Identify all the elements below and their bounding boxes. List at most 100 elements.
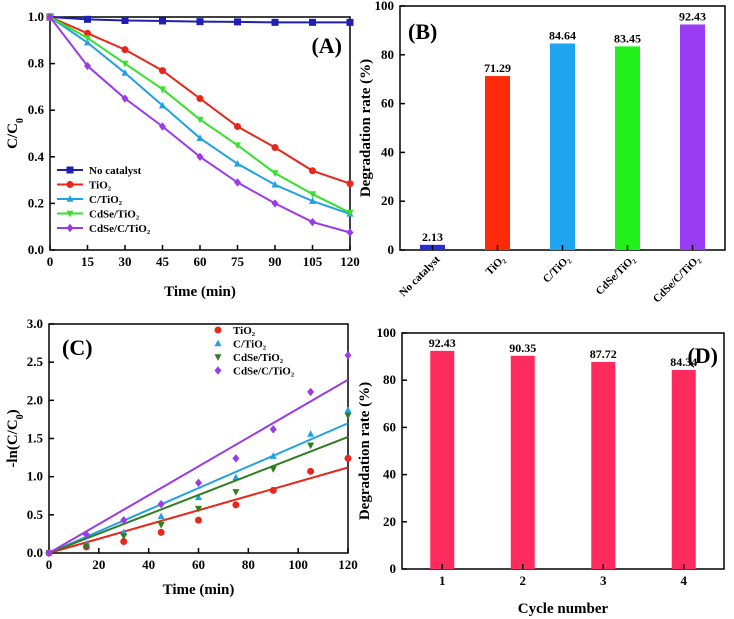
panel-a-xlabel: Time (min) [164,284,236,300]
panel-a-point [234,159,241,167]
panel-d-category-label: 4 [681,573,688,588]
panel-d-data-label: 84.34 [670,355,697,369]
panel-b-data-label: 84.64 [549,28,576,42]
panel-c-x-tick-label: 60 [192,557,205,572]
panel-a-point [346,18,354,26]
panel-c-legend-label: C/TiO₂ [233,339,267,351]
panel-c-y-tick-label: 1.5 [27,431,44,446]
panel-b-data-label: 83.45 [614,31,641,45]
panel-b-category-label: C/TiO₂ [541,253,573,285]
panel-a-legend-marker [66,210,74,218]
panel-a-point [84,35,91,42]
panel-b-category-label: CdSe/C/TiO₂ [651,253,703,305]
panel-c-point [82,543,90,550]
panel-d-bar [671,369,696,569]
panel-b-y-tick-label: 20 [381,193,394,208]
panel-d-bar [430,350,455,569]
panel-c-point [307,442,315,450]
panel-a-legend-label: C/TiO₂ [89,194,123,206]
panel-d-data-label: 90.35 [509,341,536,355]
panel-c-legend-label: CdSe/C/TiO₂ [233,366,295,378]
panel-a-legend-label: CdSe/TiO₂ [89,209,140,221]
panel-a-y-tick-label: 0.2 [28,195,44,210]
panel-a-ylabel: C/C0 [5,118,26,149]
panel-c-legend-marker [214,366,222,375]
panel-c-ylabel: -ln(C/C0) [5,409,26,467]
panel-a-point [234,142,241,149]
panel-b-bar [615,46,640,250]
panel-a-point [84,61,91,71]
panel-c-y-tick-label: 0.5 [27,507,44,522]
panel-c-point [269,466,277,473]
panel-b-y-tick-label: 80 [381,47,394,62]
panel-b-y-tick-label: 0 [388,242,395,257]
panel-c-point [307,467,315,475]
panel-b-ylabel: Degradation rate (%) [358,59,374,197]
panel-a-point [121,60,129,68]
panel-a-point [121,16,129,24]
panel-a-x-tick-label: 0 [47,254,54,269]
panel-d-category-label: 3 [600,573,607,588]
panel-c-legend-marker [214,354,222,361]
panel-d-label: (D) [687,343,718,368]
panel-a-point [234,123,241,131]
panel-c-point [269,452,277,459]
panel-a-point [346,228,354,237]
panel-b-y-tick-label: 60 [381,96,394,111]
panel-d-frame [401,332,725,570]
panel-c-point [195,493,202,501]
panel-d-y-tick-label: 40 [383,467,396,482]
panel-d-y-tick-label: 20 [383,514,396,529]
panel-c-x-tick-label: 80 [242,557,255,572]
panel-c-point [157,499,165,509]
panel-c-fit-line [48,378,349,554]
panel-a-point [196,18,204,26]
panel-a-point [309,217,316,227]
panel-a-point [159,101,166,109]
panel-c-legend-label: CdSe/TiO₂ [233,352,284,364]
panel-c-point [344,412,352,420]
panel-a-point [159,122,166,131]
panel-a-point [196,95,204,103]
panel-d-y-tick-label: 100 [377,325,397,340]
panel-b-bar [680,24,705,251]
panel-a-x-tick-label: 30 [119,254,132,269]
panel-a-point [309,197,316,204]
panel-a-legend-label: TiO₂ [89,180,112,192]
panel-a-x-tick-label: 120 [340,254,360,269]
panel-c-y-tick-label: 3.0 [27,316,43,331]
panel-c-point [269,425,277,434]
panel-a-y-tick-label: 0.0 [28,242,44,257]
panel-a-point [121,94,129,103]
panel-b-bar [485,76,510,250]
panel-c-point [269,486,277,494]
panel-c-point [195,478,202,487]
panel-a-legend-marker [66,195,74,202]
panel-a-point [196,134,204,141]
panel-a-point [271,180,279,188]
panel-c-legend-marker [214,326,222,334]
panel-b-category-label: No catalyst [397,253,443,299]
panel-a-point [159,86,166,94]
panel-d-xlabel: Cycle number [518,601,609,617]
panel-c-y-tick-label: 2.5 [27,354,44,369]
panel-a-y-tick-label: 1.0 [28,9,44,24]
panel-c-point [120,538,128,546]
panel-b-y-tick-label: 40 [381,144,394,159]
panel-c-point [232,501,240,509]
panel-a-legend-marker [66,166,74,174]
panel-a-y-tick-label: 0.4 [28,149,45,164]
panel-a-point [159,17,166,25]
panel-a-x-tick-label: 75 [231,254,245,269]
panel-d-y-tick-label: 0 [390,561,397,576]
panel-c-point [232,473,240,481]
panel-c-point [344,454,352,462]
panel-a-point [84,38,91,46]
panel-a-x-tick-label: 45 [156,254,170,269]
panel-c-y-tick-label: 2.0 [27,392,43,407]
panel-b-data-label: 2.13 [422,230,443,244]
panel-c-point [195,505,202,513]
panel-c-x-tick-label: 40 [142,557,155,572]
panel-c-x-tick-label: 120 [338,557,358,572]
